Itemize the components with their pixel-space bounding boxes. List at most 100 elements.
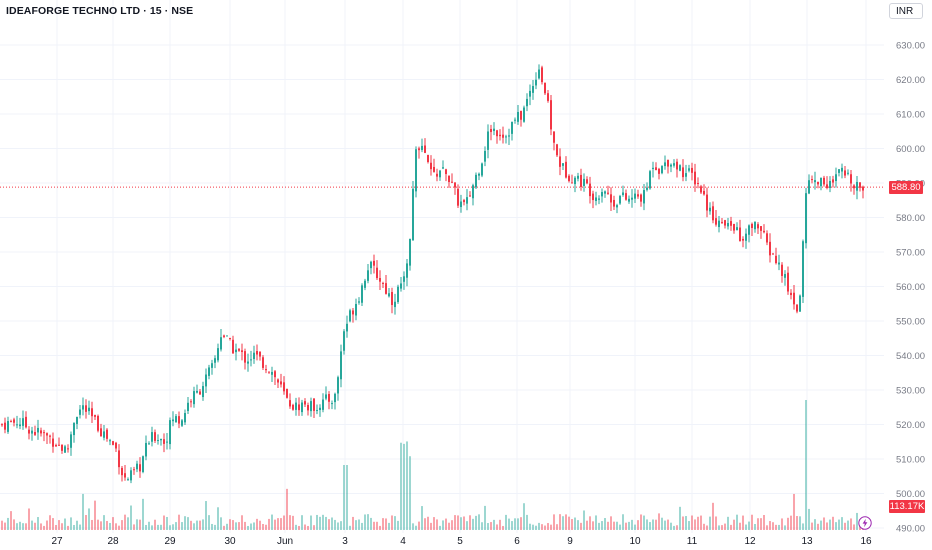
candle-body — [124, 473, 126, 478]
volume-bar — [28, 508, 30, 530]
volume-bar — [394, 516, 396, 530]
candle-body — [766, 233, 768, 243]
volume-bar — [412, 523, 414, 530]
candle-body — [616, 205, 618, 208]
volume-bar — [460, 517, 462, 530]
currency-selector[interactable]: INR — [889, 3, 923, 19]
candle-body — [604, 191, 606, 194]
candle-body — [364, 280, 366, 288]
volume-bar — [163, 515, 165, 530]
volume-bar — [283, 515, 285, 530]
volume-bar — [154, 519, 156, 530]
candle-body — [229, 337, 231, 339]
candle-body — [778, 262, 780, 265]
candle-body — [247, 361, 249, 364]
volume-bar — [565, 514, 567, 530]
candle-body — [472, 185, 474, 199]
candle-body — [799, 295, 801, 312]
candle-body — [835, 174, 837, 181]
candle-body — [241, 350, 243, 353]
volume-bar — [235, 522, 237, 530]
volume-bar — [4, 522, 6, 530]
candle-body — [670, 164, 672, 167]
volume-bar — [343, 465, 345, 530]
volume-bar — [217, 507, 219, 530]
candle-body — [328, 394, 330, 402]
y-tick-label: 600.00 — [896, 144, 925, 155]
volume-bar — [742, 515, 744, 530]
volume-bar — [211, 523, 213, 530]
candle-body — [178, 416, 180, 424]
candle-body — [682, 167, 684, 178]
volume-bar — [751, 514, 753, 530]
candle-body — [463, 200, 465, 203]
volume-bar — [724, 523, 726, 530]
candle-body — [346, 323, 348, 332]
volume-bar — [466, 521, 468, 530]
candle-body — [295, 402, 297, 410]
candle-body — [685, 173, 687, 177]
volume-bar — [169, 525, 171, 530]
candle-body — [550, 100, 552, 130]
candle-body — [406, 263, 408, 278]
candle-body — [307, 405, 309, 411]
candle-body — [292, 404, 294, 410]
candle-body — [22, 418, 24, 426]
volume-bar — [454, 515, 456, 530]
volume-bar — [853, 524, 855, 530]
volume-bar — [196, 520, 198, 530]
candle-body — [34, 432, 36, 435]
candle-body — [268, 372, 270, 374]
volume-bar — [673, 525, 675, 530]
volume-bar — [592, 521, 594, 530]
volume-bar — [436, 519, 438, 530]
candle-body — [340, 351, 342, 380]
volume-bar — [841, 517, 843, 530]
candle-body — [613, 199, 615, 207]
volume-bar — [73, 525, 75, 530]
candle-body — [607, 192, 609, 194]
candle-body — [64, 446, 66, 453]
candle-body — [832, 179, 834, 183]
volume-bar — [535, 525, 537, 530]
volume-bar — [157, 524, 159, 530]
candle-body — [37, 427, 39, 433]
y-tick-label: 620.00 — [896, 75, 925, 86]
candle-body — [793, 292, 795, 305]
candle-body — [40, 430, 42, 434]
volume-bar — [562, 516, 564, 530]
candle-body — [298, 404, 300, 411]
candle-body — [52, 438, 54, 447]
lightning-bolt-icon[interactable] — [858, 516, 872, 530]
volume-bar — [505, 514, 507, 530]
candle-body — [208, 367, 210, 376]
volume-bar — [397, 520, 399, 530]
volume-bar — [277, 518, 279, 530]
candle-body — [388, 293, 390, 297]
candle-body — [529, 90, 531, 97]
candle-body — [634, 193, 636, 199]
volume-bar — [322, 514, 324, 530]
candle-body — [466, 197, 468, 204]
candle-body — [679, 165, 681, 171]
y-tick-label: 520.00 — [896, 420, 925, 431]
candle-body — [571, 182, 573, 184]
candle-body — [190, 401, 192, 403]
candle-body — [856, 181, 858, 191]
volume-bar — [49, 515, 51, 530]
x-tick-label: 12 — [744, 536, 756, 547]
volume-bar — [256, 518, 258, 530]
volume-bar — [499, 519, 501, 530]
candle-body — [43, 432, 45, 434]
candle-body — [673, 163, 675, 166]
candle-body — [409, 238, 411, 266]
candle-body — [157, 440, 159, 442]
candle-body — [526, 98, 528, 107]
volume-bar — [478, 514, 480, 530]
candle-body — [469, 195, 471, 197]
volume-bar — [763, 515, 765, 530]
x-axis: 27 28 29 30 Jun 3 4 5 6 9 10 11 12 13 16 — [51, 536, 872, 547]
candle-body — [166, 441, 168, 443]
volume-bar — [265, 524, 267, 530]
